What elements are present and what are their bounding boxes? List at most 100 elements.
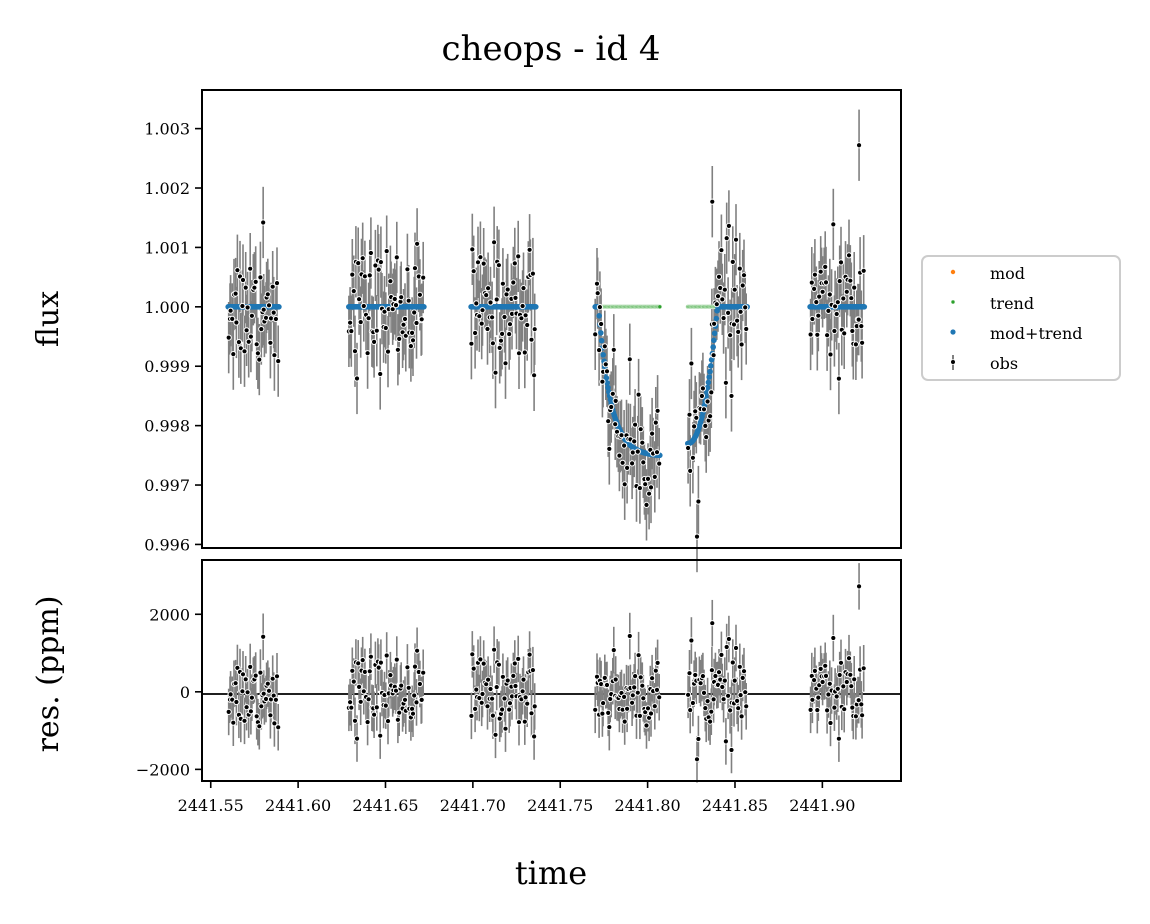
obs-point <box>616 452 623 459</box>
x-tick-label: 2441.90 <box>789 796 855 815</box>
residual-point <box>260 633 267 640</box>
obs-point <box>242 284 249 291</box>
residual-point <box>603 681 611 689</box>
obs-point <box>501 313 508 321</box>
obs-point <box>727 332 734 339</box>
obs-point <box>414 240 421 247</box>
residual-point <box>404 664 411 671</box>
residual-point <box>654 659 661 667</box>
obs-point <box>725 222 733 229</box>
obs-point <box>737 308 744 315</box>
obs-point <box>833 310 840 318</box>
residual-point <box>837 659 845 666</box>
obs-point <box>729 258 736 265</box>
obs-point <box>520 285 527 292</box>
flux-y-label: flux <box>31 291 66 347</box>
obs-point <box>478 320 485 327</box>
obs-point <box>721 286 728 293</box>
obs-point <box>477 254 484 261</box>
obs-point <box>718 247 725 254</box>
residual-point <box>242 676 249 683</box>
residual-points <box>225 583 867 763</box>
residual-point <box>847 671 854 678</box>
obs-point <box>632 421 639 428</box>
obs-point <box>596 304 604 311</box>
residual-point <box>836 671 843 679</box>
obs-point <box>271 352 278 359</box>
residual-point <box>247 663 254 671</box>
residual-point <box>656 694 663 701</box>
obs-point <box>722 379 730 386</box>
residual-point <box>257 669 264 676</box>
residual-point <box>653 686 661 694</box>
residual-point <box>360 688 367 695</box>
model-point <box>710 344 716 350</box>
residual-point <box>239 688 246 695</box>
residual-point <box>495 661 502 668</box>
residual-point <box>722 738 730 745</box>
residual-point <box>375 664 382 671</box>
obs-point <box>252 278 259 285</box>
obs-point <box>361 273 368 280</box>
residual-point <box>830 634 837 642</box>
obs-point <box>356 296 363 303</box>
obs-point <box>504 286 511 293</box>
obs-point <box>811 285 818 292</box>
residual-point <box>651 703 658 710</box>
obs-point <box>813 299 820 306</box>
residual-point <box>528 710 535 717</box>
residual-point <box>506 700 514 707</box>
obs-point <box>506 331 513 338</box>
model-point <box>713 315 720 322</box>
flux-axes-frame <box>201 89 902 549</box>
residual-point <box>637 674 644 681</box>
obs-point <box>497 337 505 344</box>
residual-point <box>807 706 814 714</box>
obs-point <box>489 340 496 347</box>
residual-axes-frame <box>201 559 902 782</box>
residual-point <box>398 682 405 689</box>
residual-point <box>501 695 508 702</box>
residual-point <box>365 696 372 703</box>
obs-point <box>809 315 816 323</box>
residual-point <box>815 694 822 701</box>
obs-point <box>695 498 702 505</box>
obs-point <box>371 338 378 345</box>
obs-point <box>596 347 603 354</box>
residual-point <box>348 704 355 711</box>
residual-point <box>592 706 599 713</box>
obs-point <box>515 253 522 260</box>
obs-point <box>602 361 609 368</box>
obs-point <box>518 315 525 322</box>
residual-point <box>244 689 251 696</box>
residual-point <box>416 680 423 688</box>
obs-point <box>256 356 263 363</box>
obs-point <box>738 341 745 348</box>
obs-point <box>845 252 853 259</box>
obs-point <box>515 350 523 357</box>
obs-point <box>859 339 866 346</box>
model-point <box>596 313 602 319</box>
obs-point <box>691 423 698 430</box>
obs-point <box>612 397 619 404</box>
obs-point <box>241 348 248 355</box>
residual-point <box>265 687 273 694</box>
residual-point <box>647 710 655 717</box>
residual-point <box>510 672 517 680</box>
obs-point <box>837 259 845 266</box>
obs-point <box>273 280 281 287</box>
residual-point <box>849 704 856 711</box>
x-tick-label: 2441.75 <box>527 796 593 815</box>
residual-y-label: res. (ppm) <box>31 596 66 753</box>
residual-point <box>396 709 403 716</box>
y-tick-label: 0.999 <box>144 357 190 376</box>
obs-point <box>816 293 823 300</box>
residual-point <box>859 712 866 719</box>
obs-point <box>852 341 860 348</box>
obs-point <box>739 282 746 289</box>
residual-point <box>599 710 606 717</box>
obs-point <box>841 330 848 337</box>
obs-point <box>822 263 829 270</box>
obs-point <box>723 235 730 242</box>
